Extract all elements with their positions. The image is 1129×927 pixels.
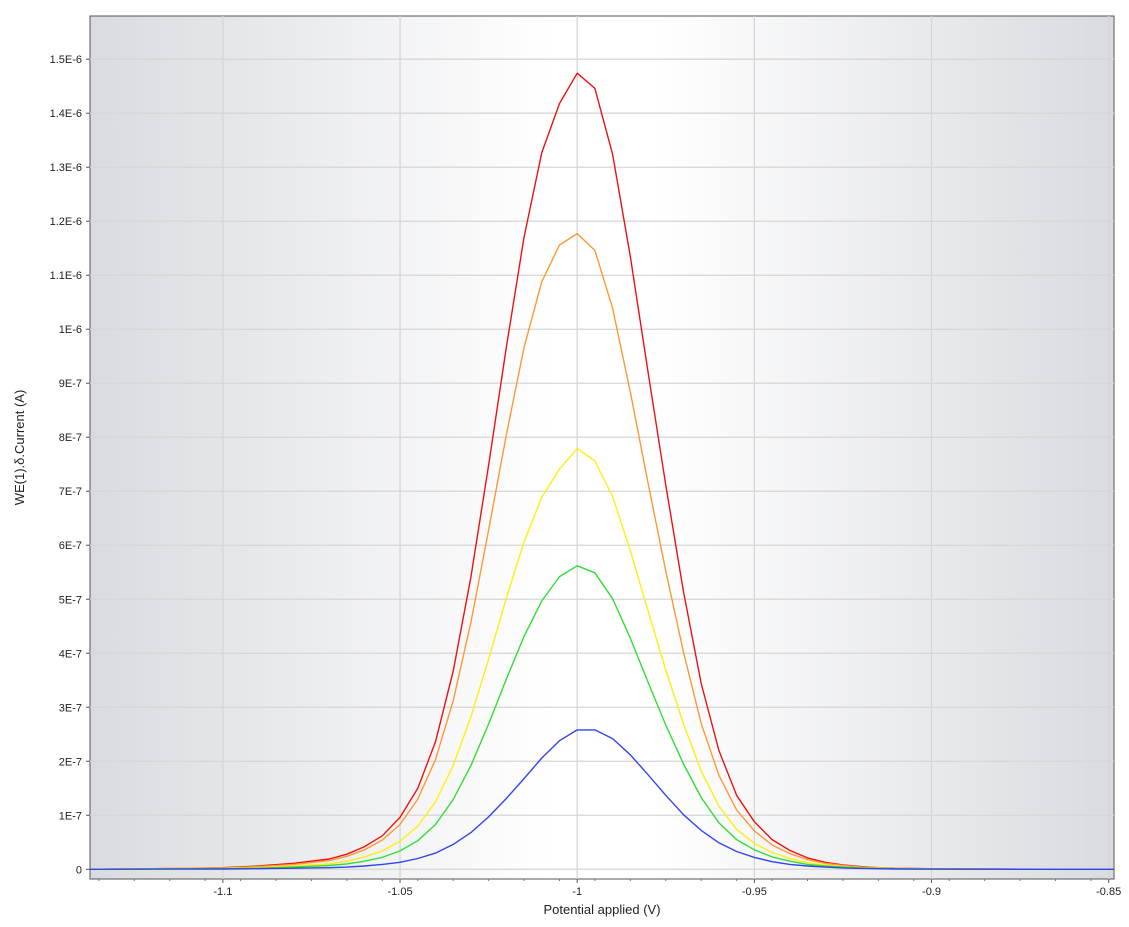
x-tick-label: -0.85	[1096, 886, 1121, 898]
plot-area	[89, 15, 1115, 880]
x-tick-label: -0.9	[922, 886, 941, 898]
y-tick-label: 1E-7	[59, 810, 82, 822]
y-tick-label: 0	[76, 864, 82, 876]
y-tick-label: 1.5E-6	[50, 54, 82, 66]
y-tick-label: 4E-7	[59, 648, 82, 660]
y-tick-label: 1.3E-6	[50, 162, 82, 174]
x-axis-ticks: -1.1 -1.05 -1 -0.95 -0.9 -0.85	[98, 879, 1121, 898]
series-line-5	[89, 729, 1114, 870]
grid-lines	[90, 16, 1114, 879]
y-tick-label: 3E-7	[59, 702, 82, 714]
y-tick-label: 5E-7	[59, 594, 82, 606]
y-tick-label: 1.1E-6	[50, 270, 82, 282]
x-tick-label: -0.95	[742, 886, 767, 898]
y-axis-label: WE(1).δ.Current (A)	[12, 390, 27, 506]
x-tick-label: -1.05	[387, 886, 412, 898]
series-lines	[89, 72, 1115, 870]
y-tick-label: 1.4E-6	[50, 108, 82, 120]
x-axis-label: Potential applied (V)	[543, 902, 660, 917]
x-tick-label: -1.1	[213, 886, 232, 898]
y-tick-label: 9E-7	[59, 378, 82, 390]
y-axis-ticks: 0 1E-7 2E-7 3E-7 4E-7 5E-7 6E-7 7E-7 8E-7 9E-7 1E-…	[50, 54, 90, 876]
y-tick-label: 2E-7	[59, 756, 82, 768]
y-tick-label: 6E-7	[59, 540, 82, 552]
x-tick-label: -1	[572, 886, 582, 898]
y-tick-label: 1.2E-6	[50, 216, 82, 228]
y-tick-label: 8E-7	[59, 432, 82, 444]
y-tick-label: 7E-7	[59, 486, 82, 498]
y-tick-label: 1E-6	[59, 324, 82, 336]
